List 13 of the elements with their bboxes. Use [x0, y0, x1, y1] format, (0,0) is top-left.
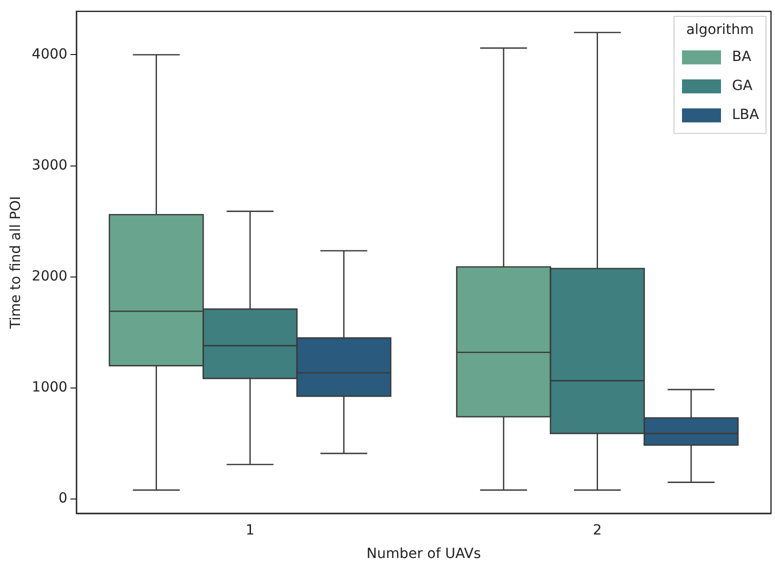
legend-label: LBA — [732, 107, 760, 124]
y-tick-label: 1000 — [32, 380, 68, 396]
y-axis-title: Time to find all POI — [8, 196, 24, 330]
legend-title: algorithm — [686, 22, 754, 38]
y-tick-label: 4000 — [32, 46, 68, 62]
x-tick-label: 1 — [246, 522, 255, 538]
y-tick-label: 0 — [58, 490, 68, 507]
legend-label: GA — [732, 78, 753, 94]
y-tick-label: 3000 — [32, 157, 68, 174]
x-tick-label: 2 — [592, 522, 602, 538]
x-axis-title: Number of UAVs — [366, 546, 481, 562]
legend-label: BA — [732, 49, 752, 66]
y-tick-label: 2000 — [32, 268, 68, 284]
